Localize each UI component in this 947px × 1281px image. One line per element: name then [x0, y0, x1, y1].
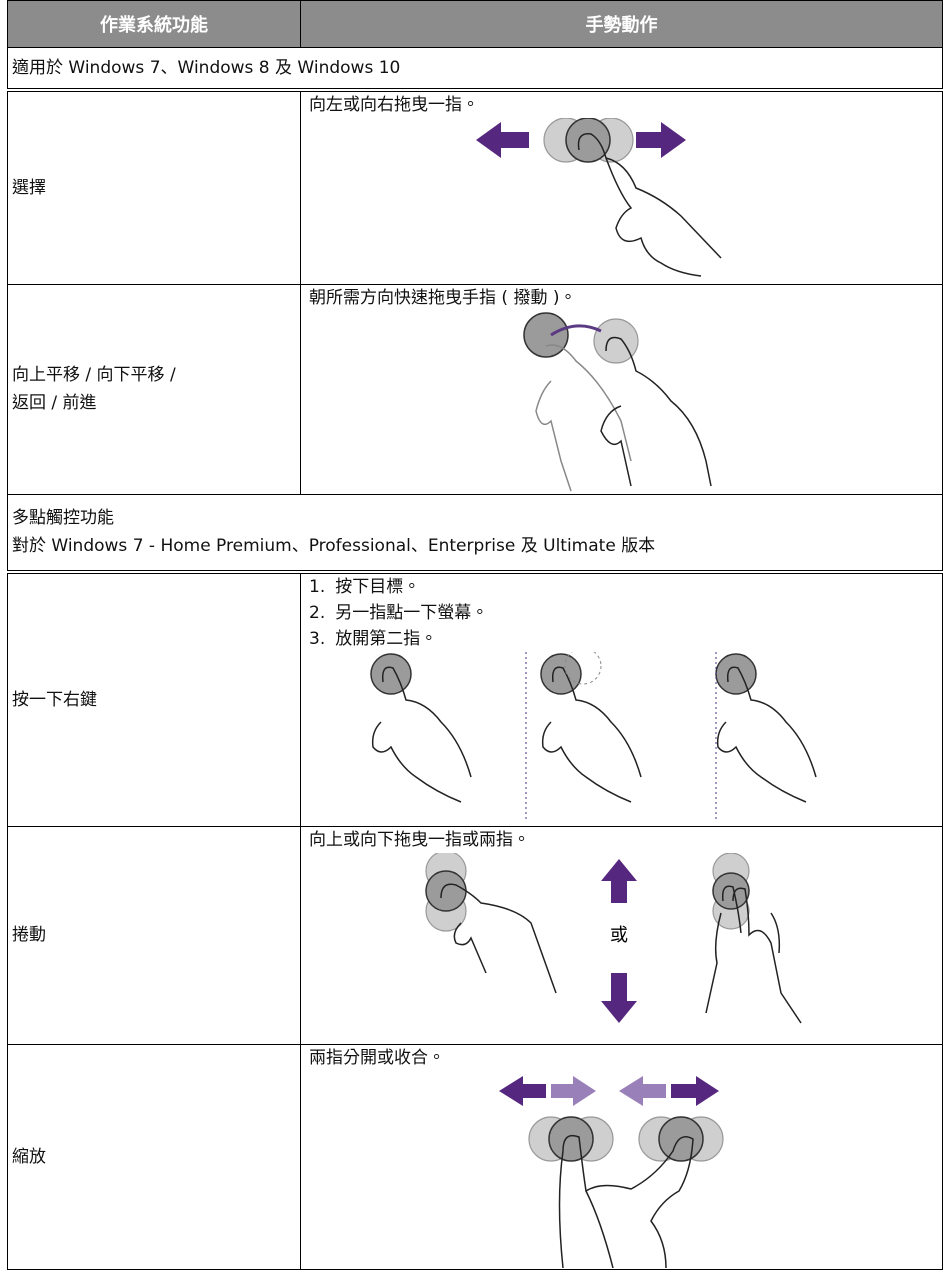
gesture-shape	[564, 652, 602, 685]
header-row: 作業系統功能 手勢動作	[7, 0, 943, 48]
gesture-shape	[658, 1115, 704, 1162]
gesture-shape	[551, 1075, 596, 1106]
hand-outline	[577, 132, 722, 277]
function-cell: 向上平移 / 向下平移 / 返回 / 前進	[7, 283, 301, 495]
section-title: 多點觸控功能對於 Windows 7 - Home Premium、Profes…	[7, 493, 943, 574]
hand-copy	[715, 653, 817, 803]
step: 1. 按下目標。	[309, 574, 934, 600]
section-line: 適用於 Windows 7、Windows 8 及 Windows 10	[12, 57, 401, 78]
hand-outline	[440, 883, 557, 993]
gesture-cell: 向左或向右拖曳一指。	[300, 89, 943, 285]
hand-copy	[540, 653, 642, 803]
gesture-shape	[636, 121, 686, 158]
gesture-text: 兩指分開或收合。	[309, 1047, 445, 1068]
section-line: 多點觸控功能	[12, 508, 114, 529]
hand-outline	[705, 885, 802, 1023]
hand-outline	[600, 336, 712, 486]
row: 向上平移 / 向下平移 / 返回 / 前進 朝所需方向快速拖曳手指 ( 撥動 )。	[7, 283, 943, 495]
row: 縮放 兩指分開或收合。	[7, 1043, 943, 1270]
function-text: 選擇	[12, 177, 46, 198]
section-title: 適用於 Windows 7、Windows 8 及 Windows 10	[7, 47, 943, 92]
function-text: 返回 / 前進	[12, 393, 97, 413]
gesture-shape	[523, 311, 569, 358]
illustration	[476, 117, 722, 277]
gesture-shape	[593, 317, 639, 364]
gesture-shape	[671, 1075, 719, 1106]
gesture-text: 向左或向右拖曳一指。	[309, 94, 479, 115]
gesture-shape	[370, 653, 472, 803]
function-cell: 選擇	[7, 89, 301, 285]
gesture-cell: 向上或向下拖曳一指或兩指。 或	[300, 825, 943, 1045]
gesture-shape	[712, 871, 750, 910]
function-cell: 縮放	[7, 1043, 301, 1270]
illustration	[523, 311, 712, 491]
gesture-shape	[476, 121, 529, 158]
column-header: 手勢動作	[300, 0, 943, 48]
illustration: 或	[425, 852, 802, 1023]
gesture-shape	[370, 653, 412, 695]
hand-outline	[535, 343, 632, 491]
gesture-shape	[425, 869, 467, 912]
gesture-shape	[601, 972, 637, 1023]
function-cell: 捲動	[7, 825, 301, 1045]
illustration	[499, 1075, 724, 1268]
gesture-shape	[565, 117, 611, 163]
function-text: 縮放	[12, 1146, 46, 1167]
step: 2. 另一指點一下螢幕。	[309, 600, 934, 626]
section-row: 多點觸控功能對於 Windows 7 - Home Premium、Profes…	[7, 493, 943, 574]
function-text: 捲動	[12, 925, 46, 945]
step-text: 放開第二指。	[335, 629, 438, 649]
step-number: 2.	[309, 603, 326, 623]
steps: 1. 按下目標。 2. 另一指點一下螢幕。 3. 放開第二指。	[301, 574, 942, 652]
illustration	[370, 652, 817, 822]
gesture-shape	[619, 1075, 666, 1106]
gesture-table: 作業系統功能 手勢動作 適用於 Windows 7、Windows 8 及 Wi…	[7, 0, 943, 1270]
gesture-shape	[550, 323, 602, 336]
step-text: 按下目標。	[335, 577, 421, 597]
gesture-shape	[601, 858, 637, 903]
hand-outline	[371, 666, 472, 803]
function-cell: 按一下右鍵	[7, 571, 301, 827]
step-number: 1.	[309, 577, 326, 597]
section-row: 適用於 Windows 7、Windows 8 及 Windows 10	[7, 47, 943, 92]
row: 按一下右鍵 1. 按下目標。 2. 另一指點一下螢幕。 3. 放開第二指。	[7, 571, 943, 827]
gesture-shape	[499, 1075, 546, 1106]
hand-outline	[558, 1134, 694, 1268]
function-text: 按一下右鍵	[12, 689, 97, 710]
step-text: 另一指點一下螢幕。	[335, 603, 489, 623]
column-header: 作業系統功能	[7, 0, 301, 48]
step-number: 3.	[309, 629, 326, 649]
step: 3. 放開第二指。	[309, 626, 934, 652]
gesture-cell: 1. 按下目標。 2. 另一指點一下螢幕。 3. 放開第二指。	[300, 571, 943, 827]
or-label: 或	[610, 925, 628, 946]
gesture-cell: 兩指分開或收合。	[300, 1043, 943, 1270]
row: 選擇 向左或向右拖曳一指。	[7, 89, 943, 285]
row: 捲動 向上或向下拖曳一指或兩指。 或	[7, 825, 943, 1045]
section-line: 對於 Windows 7 - Home Premium、Professional…	[12, 536, 656, 557]
function-text: 向上平移 / 向下平移 /	[12, 365, 176, 385]
gesture-shape	[548, 1115, 594, 1162]
gesture-cell: 朝所需方向快速拖曳手指 ( 撥動 )。	[300, 283, 943, 495]
gesture-text: 朝所需方向快速拖曳手指 ( 撥動 )。	[309, 287, 577, 308]
gesture-text: 向上或向下拖曳一指或兩指。	[309, 829, 530, 850]
